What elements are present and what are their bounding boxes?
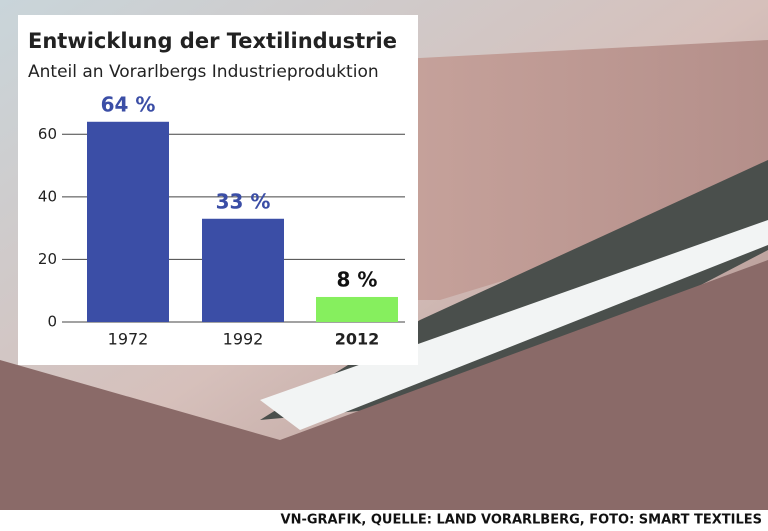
bar [87, 121, 169, 323]
photo-fabric-lower [0, 260, 768, 510]
photo-paper [260, 220, 768, 430]
x-tick-label: 1972 [108, 330, 149, 349]
value-label: 33 % [216, 189, 271, 213]
bar [202, 218, 284, 322]
value-label: 8 % [337, 267, 378, 291]
y-tick-label: 60 [38, 125, 57, 143]
value-label: 64 % [101, 92, 156, 116]
x-tick-label: 2012 [335, 330, 380, 349]
y-tick-label: 0 [47, 313, 57, 331]
footer [0, 510, 768, 531]
photo-fabric [380, 40, 768, 300]
y-tick-label: 40 [38, 187, 57, 205]
y-tick-label: 20 [38, 250, 57, 268]
source: VN-GRAFIK, QUELLE: LAND VORARLBERG, FOTO… [281, 513, 762, 528]
plot: 0 20 40 60 1972 64 % 1992 33 % 2012 8 % [38, 92, 405, 349]
chart-title: Entwicklung der Textilindustrie [28, 29, 397, 53]
x-tick-label: 1992 [223, 330, 264, 349]
chart-subtitle: Anteil an Vorarlbergs Industrieproduktio… [28, 62, 379, 82]
bar [316, 296, 398, 322]
